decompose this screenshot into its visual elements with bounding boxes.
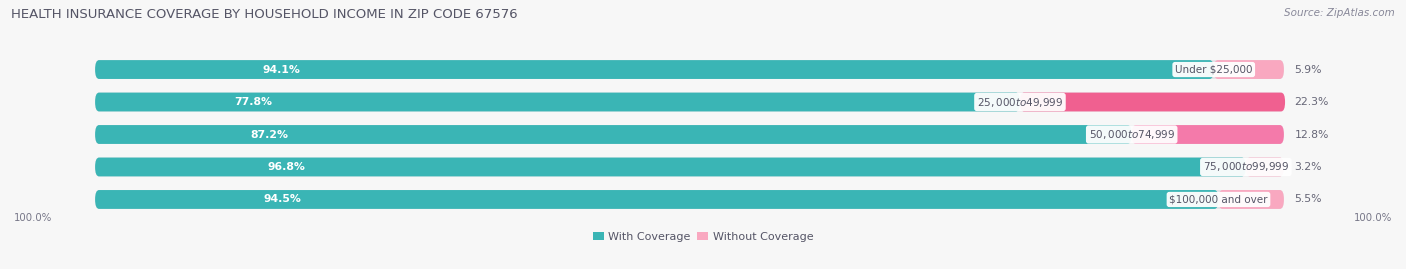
FancyBboxPatch shape [96,93,1284,111]
FancyBboxPatch shape [96,190,1284,209]
FancyBboxPatch shape [1219,190,1284,209]
Text: Source: ZipAtlas.com: Source: ZipAtlas.com [1284,8,1395,18]
FancyBboxPatch shape [96,60,1213,79]
FancyBboxPatch shape [1246,158,1284,176]
Text: $100,000 and over: $100,000 and over [1170,194,1268,204]
FancyBboxPatch shape [96,190,1219,209]
Text: $50,000 to $74,999: $50,000 to $74,999 [1088,128,1175,141]
Text: 5.5%: 5.5% [1295,194,1322,204]
Text: 77.8%: 77.8% [233,97,271,107]
FancyBboxPatch shape [96,158,1246,176]
FancyBboxPatch shape [96,158,1284,176]
FancyBboxPatch shape [96,125,1284,144]
Text: 100.0%: 100.0% [1354,213,1392,223]
Text: 96.8%: 96.8% [267,162,305,172]
Text: $75,000 to $99,999: $75,000 to $99,999 [1202,161,1289,174]
FancyBboxPatch shape [96,93,1019,111]
Text: 94.1%: 94.1% [263,65,301,75]
FancyBboxPatch shape [1213,60,1284,79]
Text: 3.2%: 3.2% [1295,162,1322,172]
Text: 22.3%: 22.3% [1295,97,1329,107]
Text: 5.9%: 5.9% [1295,65,1322,75]
Text: 12.8%: 12.8% [1295,129,1329,140]
Legend: With Coverage, Without Coverage: With Coverage, Without Coverage [588,227,818,246]
Text: HEALTH INSURANCE COVERAGE BY HOUSEHOLD INCOME IN ZIP CODE 67576: HEALTH INSURANCE COVERAGE BY HOUSEHOLD I… [11,8,517,21]
Text: 100.0%: 100.0% [14,213,52,223]
Text: 87.2%: 87.2% [250,129,288,140]
FancyBboxPatch shape [1132,125,1284,144]
FancyBboxPatch shape [96,125,1132,144]
Text: Under $25,000: Under $25,000 [1175,65,1253,75]
FancyBboxPatch shape [1019,93,1285,111]
FancyBboxPatch shape [96,60,1284,79]
Text: $25,000 to $49,999: $25,000 to $49,999 [977,95,1063,108]
Text: 94.5%: 94.5% [263,194,301,204]
